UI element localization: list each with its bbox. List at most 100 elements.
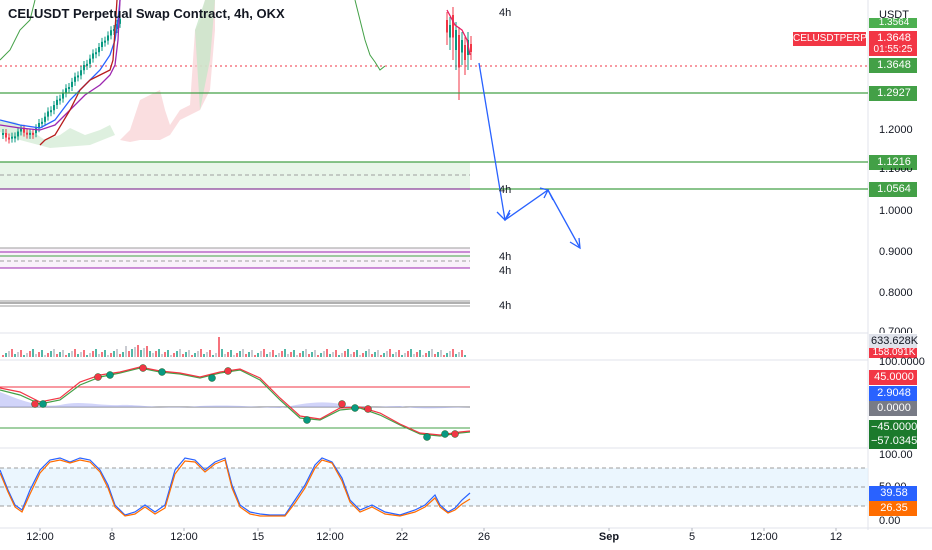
volume-bar [41,350,43,357]
timeframe-label: 4h [499,300,512,312]
volume-bar [233,355,235,357]
cci-line [0,366,471,436]
volume-bar [95,349,97,357]
volume-bar [59,352,61,357]
price-axis-label: 1.1000 [879,168,913,174]
volume-bar [374,352,376,357]
candle [56,99,58,106]
volume-bar [314,350,316,357]
volume-bar [362,353,364,357]
stoch-axis-label: 100.00 [879,449,913,461]
volume-bar [263,349,265,357]
candle [86,63,88,66]
time-axis-label: 8 [108,531,116,543]
timeframe-label: 4h [499,265,512,277]
volume-bar [356,350,358,357]
candle [44,116,46,122]
level-badge-1: 1.2927 [869,86,917,101]
cci-value-badge: 2.9048 [869,386,917,401]
candle [119,18,121,24]
candle [59,98,61,101]
volume-bar [143,348,145,357]
candle [458,35,460,68]
volume-bar [395,352,397,357]
volume-bar [446,353,448,357]
stoch-d-badge: 26.35 [869,501,917,516]
volume-bar [146,346,148,357]
volume-bar [302,351,304,357]
volume-bar [5,353,7,357]
volume-bar [335,350,337,357]
volume-bar [305,349,307,357]
volume-bar [110,353,112,357]
cci-cross-dot [338,400,346,408]
volume-bar [194,353,196,357]
volume-bar [368,349,370,357]
volume-bar [452,349,454,357]
time-axis-label: 15 [251,531,265,543]
volume-value-badge: 633.628K [869,334,919,349]
volume-bar [389,349,391,357]
volume-bar [425,353,427,357]
volume-bar [377,350,379,357]
volume-bar [308,354,310,357]
volume-bar [443,355,445,357]
ichimoku-cloud-red [120,0,215,142]
volume-bar [209,350,211,357]
volume-bar [383,353,385,357]
volume-bar [323,351,325,357]
projection-path[interactable] [478,62,581,249]
candle [455,30,457,50]
candle [113,29,115,32]
volume-bar [290,352,292,357]
volume-bar [17,352,19,357]
candle [89,58,91,64]
candle [461,40,463,53]
price-axis-label: 1.2000 [879,124,913,136]
supply-zone [0,248,470,268]
arrow-head-icon [569,237,581,250]
symbol-tag: CELUSDTPERP [793,32,867,46]
candle [38,123,40,129]
ma-line-purple [0,0,121,131]
cci-zero-badge: 0.0000 [869,401,917,416]
cci-cross-dot [224,367,232,375]
stoch-d-line [0,459,471,517]
volume-bar [464,355,466,357]
volume-bar [152,353,154,357]
cci-cross-dot [31,400,39,408]
candle [449,25,451,38]
cci-signal-line [0,367,471,437]
volume-bar [71,351,73,357]
volume-bar [278,353,280,357]
current-price-badge: 1.3648 [869,58,917,73]
volume-bar [428,351,430,357]
ichimoku-cloud-green [0,120,115,148]
cci-cross-dot [158,368,166,376]
candle [80,70,82,76]
price-axis-label: 0.7000 [879,326,913,333]
volume-bar [92,351,94,357]
volume-bar [8,351,10,357]
candle [50,110,52,113]
volume-bar [56,354,58,357]
ichimoku-cloud-green [195,0,215,110]
candle [101,41,103,48]
candle [71,81,73,88]
candle [92,53,94,59]
volume-bar [140,350,142,357]
volume-bar [206,352,208,357]
volume-bar [266,354,268,357]
cci-cross-dot [351,404,359,412]
volume-bar [203,354,205,357]
volume-bar [74,349,76,357]
volume-bar [401,355,403,357]
volume-bar [170,355,172,357]
volume-bar [98,354,100,357]
volume-bars [2,337,466,357]
volume-bar [338,355,340,357]
volume-bar [293,350,295,357]
volume-bar [173,353,175,357]
candle [17,131,19,137]
